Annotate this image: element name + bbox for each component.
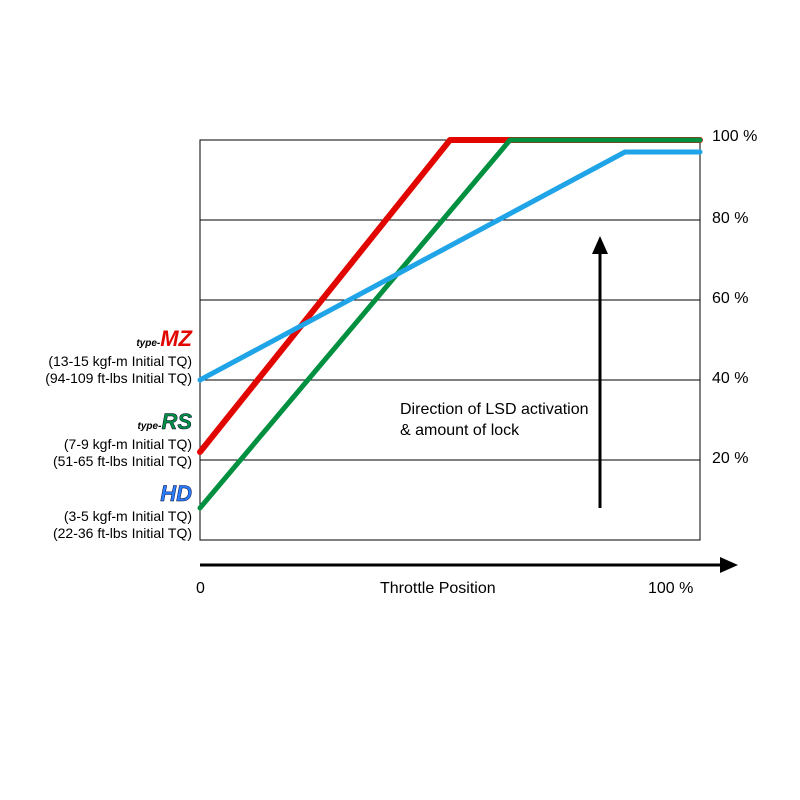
xtick-0: 0	[196, 580, 205, 598]
legend-rs: type-RS (7-9 kgf-m Initial TQ) (51-65 ft…	[53, 408, 192, 471]
x-axis-label: Throttle Position	[380, 580, 496, 598]
hd-sub2: (22-36 ft-lbs Initial TQ)	[53, 525, 192, 543]
mz-sub1: (13-15 kgf-m Initial TQ)	[45, 353, 192, 371]
legend-hd: HD (3-5 kgf-m Initial TQ) (22-36 ft-lbs …	[53, 480, 192, 543]
annotation-line2: & amount of lock	[400, 421, 589, 442]
legend-mz: type-MZ (13-15 kgf-m Initial TQ) (94-109…	[45, 325, 192, 388]
ytick-60: 60 %	[712, 290, 748, 308]
ytick-40: 40 %	[712, 370, 748, 388]
hd-logo: HD	[53, 480, 192, 508]
annotation-text: Direction of LSD activation & amount of …	[400, 400, 589, 442]
hd-sub1: (3-5 kgf-m Initial TQ)	[53, 508, 192, 526]
ytick-80: 80 %	[712, 210, 748, 228]
ytick-20: 20 %	[712, 450, 748, 468]
mz-sub2: (94-109 ft-lbs Initial TQ)	[45, 370, 192, 388]
ytick-100: 100 %	[712, 128, 757, 146]
hd-logo-main: HD	[160, 481, 192, 506]
rs-logo: type-RS	[53, 408, 192, 436]
mz-logo: type-MZ	[45, 325, 192, 353]
rs-sub1: (7-9 kgf-m Initial TQ)	[53, 436, 192, 454]
rs-logo-main: RS	[161, 409, 192, 434]
xtick-100: 100 %	[648, 580, 693, 598]
mz-logo-main: MZ	[160, 326, 192, 351]
annotation-line1: Direction of LSD activation	[400, 400, 589, 421]
rs-sub2: (51-65 ft-lbs Initial TQ)	[53, 453, 192, 471]
